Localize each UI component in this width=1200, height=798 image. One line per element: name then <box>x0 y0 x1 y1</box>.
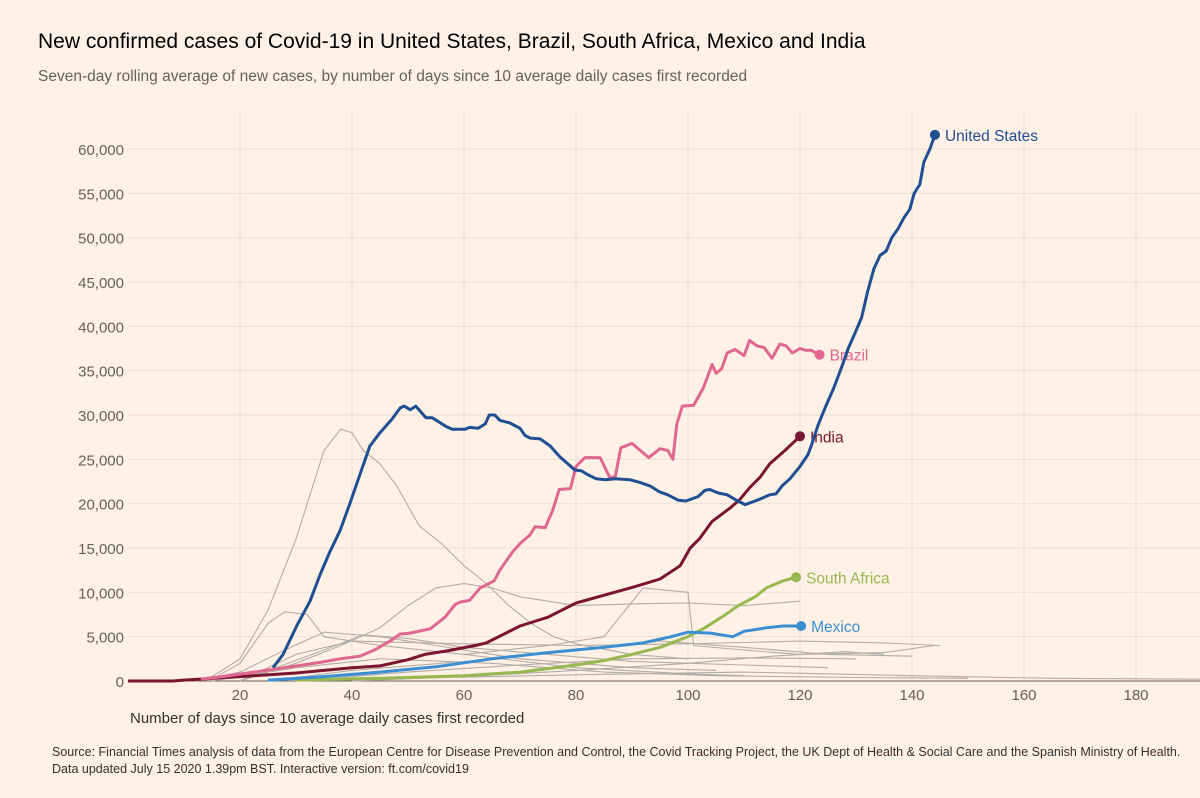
y-tick-label: 35,000 <box>78 364 124 381</box>
series-line-south-africa <box>295 575 797 682</box>
chart-title: New confirmed cases of Covid-19 in Unite… <box>38 30 866 53</box>
y-tick-label: 15,000 <box>78 541 124 558</box>
other-country-line <box>463 587 935 655</box>
series-line-mexico <box>267 624 802 682</box>
y-tick-label: 20,000 <box>78 497 124 514</box>
chart-subtitle: Seven-day rolling average of new cases, … <box>38 68 748 85</box>
y-axis-ticks: 0 5,000 10,000 15,000 20,000 25,000 30,000 35,0… <box>78 142 124 691</box>
other-countries-lines <box>183 428 1200 682</box>
source-line-1: Source: Financial Times analysis of data… <box>52 745 1181 759</box>
other-country-line <box>239 640 941 682</box>
x-tick-label: 100 <box>675 687 700 704</box>
series-end-marker-mexico <box>796 621 807 632</box>
x-tick-label: 40 <box>344 687 361 704</box>
y-tick-label: 55,000 <box>78 186 124 203</box>
series-line-united-states <box>271 134 937 669</box>
x-tick-label: 60 <box>456 687 473 704</box>
y-tick-label: 45,000 <box>78 275 124 292</box>
y-tick-label: 50,000 <box>78 231 124 248</box>
y-tick-label: 5,000 <box>86 630 124 647</box>
source-line-2: Data updated July 15 2020 1.39pm BST. In… <box>52 762 469 776</box>
x-axis-label: Number of days since 10 average daily ca… <box>130 710 524 727</box>
series-end-marker-india <box>795 431 805 442</box>
x-tick-label: 160 <box>1011 687 1036 704</box>
other-country-line <box>183 428 689 682</box>
line-chart: 0 5,000 10,000 15,000 20,000 25,000 30,000 35,0… <box>78 110 1200 727</box>
other-country-line <box>295 657 857 682</box>
y-tick-label: 30,000 <box>78 408 124 425</box>
series-line-brazil <box>200 339 821 681</box>
series-line-india <box>128 435 802 683</box>
x-axis-ticks: 20 40 60 80 100 120 140 160 180 <box>232 687 1149 704</box>
x-tick-label: 180 <box>1123 687 1148 704</box>
series-label-south-africa: South Africa <box>806 570 890 587</box>
y-tick-label: 10,000 <box>78 585 124 602</box>
source-note: Source: Financial Times analysis of data… <box>52 744 1180 778</box>
x-tick-label: 120 <box>787 687 812 704</box>
gridlines <box>128 110 1200 682</box>
series-label-mexico: Mexico <box>811 619 860 636</box>
x-tick-label: 80 <box>568 687 585 704</box>
series-label-united-states: United States <box>945 128 1038 145</box>
y-tick-label: 60,000 <box>78 142 124 159</box>
x-tick-label: 20 <box>232 687 249 704</box>
y-tick-label: 0 <box>116 674 124 691</box>
y-tick-label: 25,000 <box>78 452 124 469</box>
series-end-marker-brazil <box>814 349 825 360</box>
series-label-brazil: Brazil <box>830 348 869 365</box>
y-tick-label: 40,000 <box>78 319 124 336</box>
highlighted-series: South Africa Mexico India Brazil United Stat… <box>128 128 1038 683</box>
series-label-india: India <box>810 429 844 446</box>
series-end-marker-united-states <box>929 129 940 140</box>
series-end-marker-south-africa <box>791 572 802 583</box>
x-tick-label: 140 <box>899 687 924 704</box>
